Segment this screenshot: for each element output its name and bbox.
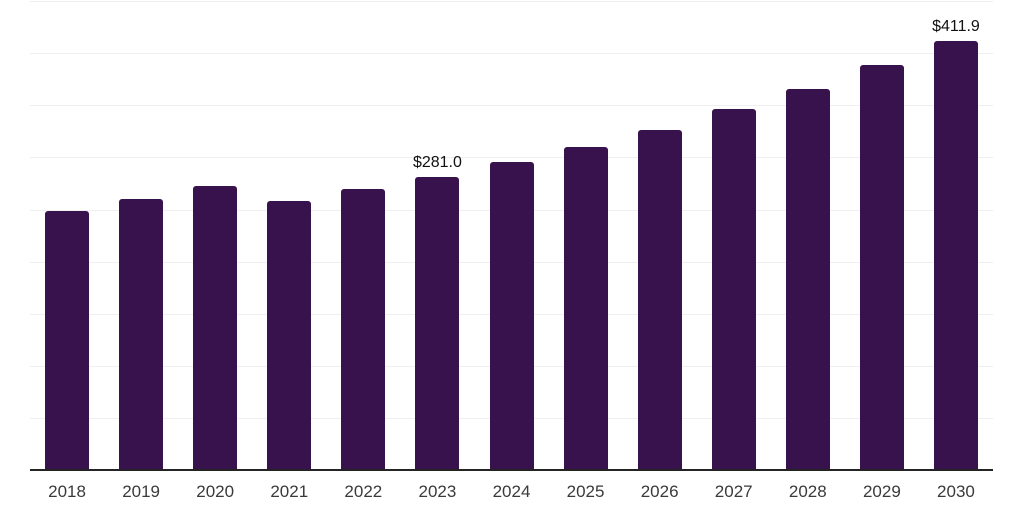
bar-2024 [489, 162, 534, 470]
x-tick-label-2028: 2028 [788, 482, 827, 501]
bar-2026 [637, 130, 682, 470]
gridline-400 [30, 53, 993, 55]
x-tick-label-2023: 2023 [418, 482, 457, 501]
bar-2029 [859, 64, 904, 470]
plot-area: $281.0 $411.9 [30, 0, 993, 470]
bar-2023 [415, 177, 460, 470]
data-label-2023: $281.0 [412, 154, 462, 172]
x-tick-label-2026: 2026 [640, 482, 679, 501]
x-tick-label-2029: 2029 [862, 482, 901, 501]
bar-2019 [119, 199, 164, 470]
x-tick-label-2025: 2025 [566, 482, 605, 501]
x-tick-label-2020: 2020 [196, 482, 235, 501]
x-axis-line [30, 469, 993, 471]
x-tick-label-2018: 2018 [48, 482, 86, 501]
x-tick-label-2019: 2019 [122, 482, 161, 501]
bar-2025 [563, 147, 608, 470]
bar-2020 [193, 185, 238, 470]
bar-2018 [45, 210, 90, 470]
x-tick-label-2021: 2021 [270, 482, 309, 501]
bar-2021 [267, 200, 312, 470]
data-label-2030: $411.9 [932, 17, 980, 35]
x-tick-label-2027: 2027 [714, 482, 753, 501]
x-tick-label-2024: 2024 [492, 482, 531, 501]
gridline-300 [30, 157, 993, 159]
x-tick-label-2022: 2022 [344, 482, 383, 501]
gridline-450 [30, 1, 993, 3]
x-tick-label-2030: 2030 [937, 482, 975, 501]
bar-2028 [785, 89, 830, 470]
gridline-350 [30, 105, 993, 107]
bar-2030 [933, 40, 978, 470]
bar-2027 [711, 109, 756, 470]
bar-2022 [341, 188, 386, 470]
